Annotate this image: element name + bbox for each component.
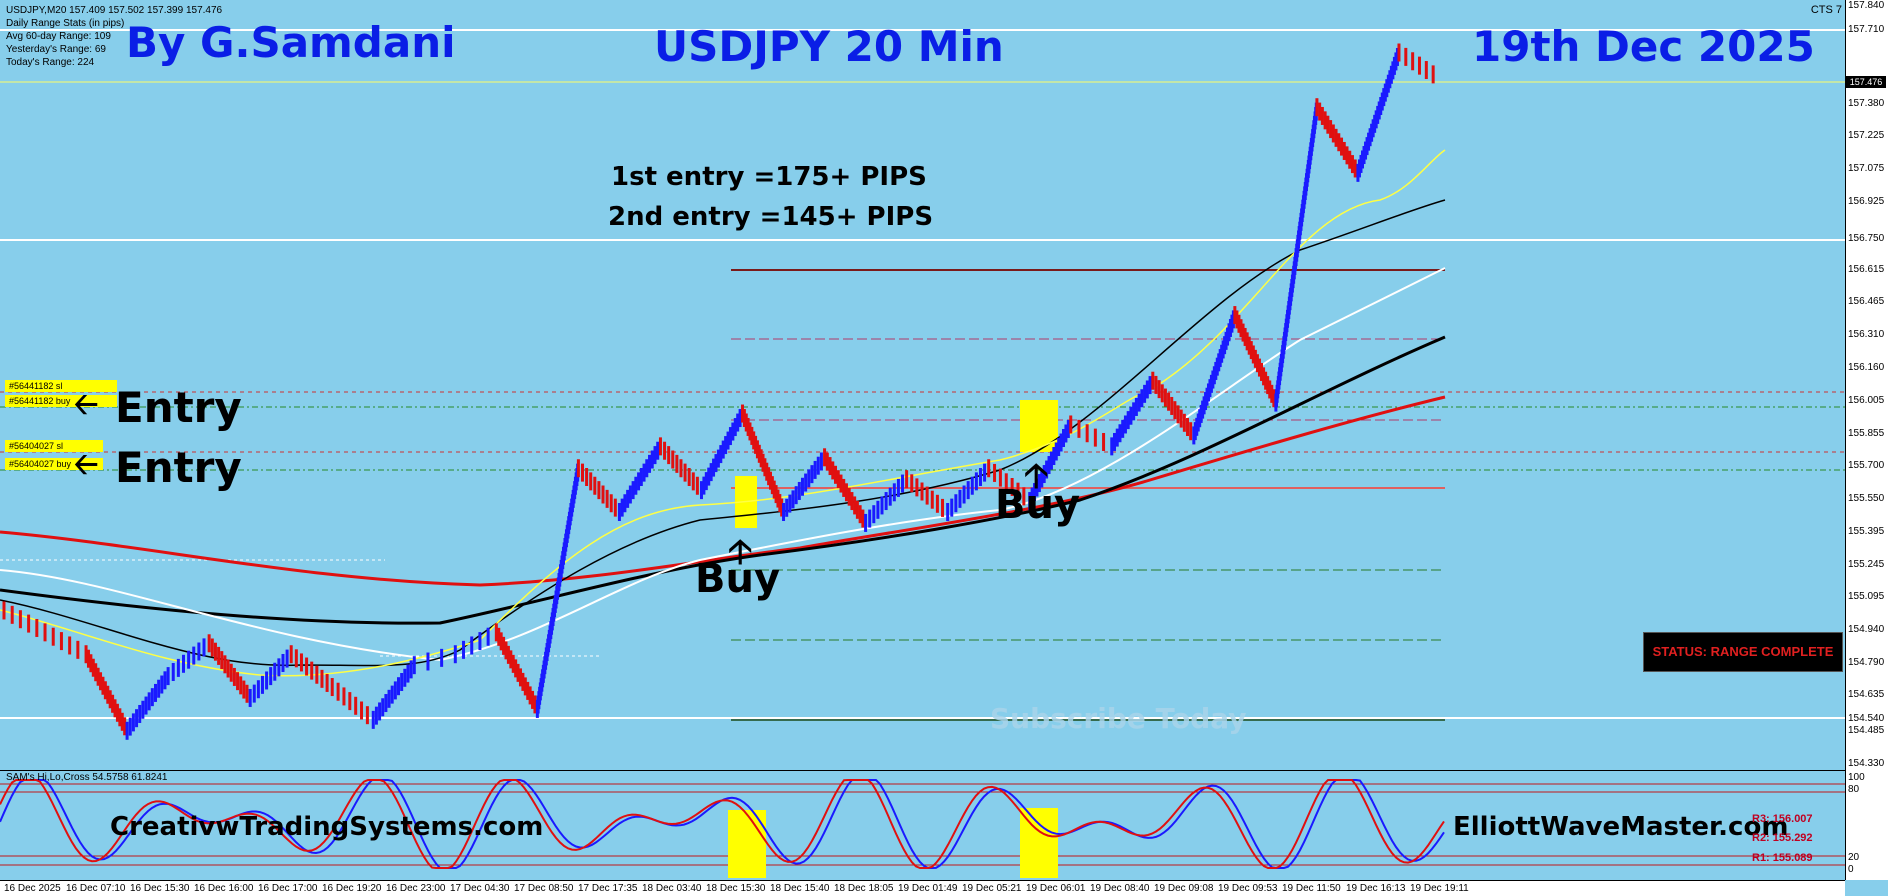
price-tick: 157.075: [1848, 163, 1885, 174]
time-tick: 16 Dec 23:00: [386, 883, 446, 894]
ma-yellow: [0, 149, 1446, 677]
ticket-sl-2[interactable]: #56404027 sl: [5, 440, 103, 452]
time-axis[interactable]: 16 Dec 2025 16 Dec 07:10 16 Dec 15:30 16…: [0, 880, 1845, 896]
price-tick: 156.310: [1848, 329, 1885, 340]
time-tick: 19 Dec 08:40: [1090, 883, 1150, 894]
entry-label-1: Entry: [115, 383, 242, 432]
time-tick: 19 Dec 01:49: [898, 883, 958, 894]
osc-tick: 80: [1848, 784, 1860, 795]
stats-line: Today's Range: 224: [6, 57, 95, 68]
price-tick: 155.700: [1848, 460, 1885, 471]
oscillator-panel[interactable]: [0, 770, 1845, 880]
cts-label: CTS 7: [1810, 4, 1842, 16]
ma-red: [0, 395, 1446, 587]
time-tick: 18 Dec 15:30: [706, 883, 766, 894]
price-tick: 155.855: [1848, 428, 1885, 439]
time-tick: 17 Dec 08:50: [514, 883, 574, 894]
osc-lines: [0, 779, 1445, 869]
price-bars: [2, 43, 1435, 740]
price-tick: 156.160: [1848, 362, 1885, 373]
ticket-sl-1[interactable]: #56441182 sl: [5, 380, 117, 392]
price-tick: 154.540: [1848, 713, 1885, 724]
osc-tick: 20: [1848, 852, 1860, 863]
status-badge: STATUS: RANGE COMPLETE: [1643, 632, 1843, 672]
price-chart[interactable]: [0, 0, 1845, 768]
entry-highlight-2: [1020, 400, 1058, 452]
footer-right[interactable]: ElliottWaveMaster.com: [1453, 812, 1789, 842]
price-tick: 157.840: [1848, 0, 1885, 11]
stats-line: Avg 60-day Range: 109: [6, 31, 111, 42]
osc-title: SAM's Hi,Lo,Cross 54.5758 61.8241: [6, 772, 168, 783]
osc-line-red: [0, 779, 1445, 869]
price-tick: 154.485: [1848, 725, 1885, 736]
ma-white: [0, 267, 1446, 662]
chart-header: USDJPY,M20 157.409 157.502 157.399 157.4…: [6, 5, 223, 16]
left-arrow-icon: 🡠: [74, 448, 99, 481]
price-tick: 155.395: [1848, 526, 1885, 537]
price-tick: 157.710: [1848, 24, 1885, 35]
time-tick: 19 Dec 19:11: [1410, 883, 1469, 894]
entry-label-2: Entry: [115, 443, 242, 492]
ma-black-thin: [0, 199, 1446, 667]
price-tick: 154.635: [1848, 689, 1885, 700]
time-tick: 16 Dec 17:00: [258, 883, 318, 894]
price-tick: 157.225: [1848, 130, 1885, 141]
buy-label-1: Buy: [695, 556, 781, 602]
time-tick: 17 Dec 17:35: [578, 883, 638, 894]
time-tick: 16 Dec 07:10: [66, 883, 126, 894]
author-title: By G.Samdani: [126, 18, 456, 67]
up-arrow-icon: 🡡: [728, 533, 753, 571]
stats-panel: USDJPY,M20 157.409 157.502 157.399 157.4…: [6, 4, 222, 69]
pips-second: 2nd entry =145+ PIPS: [608, 202, 934, 232]
time-tick: 18 Dec 15:40: [770, 883, 830, 894]
price-tick: 155.550: [1848, 493, 1885, 504]
pips-first: 1st entry =175+ PIPS: [611, 162, 927, 192]
up-arrow-icon: 🡡: [1024, 457, 1049, 495]
price-tick: 157.380: [1848, 98, 1885, 109]
watermark: Subscribe Today: [990, 702, 1247, 735]
osc-tick: 0: [1848, 864, 1854, 875]
time-tick: 19 Dec 09:53: [1218, 883, 1278, 894]
price-axis[interactable]: 157.840 157.710 157.380 157.225 157.075 …: [1845, 0, 1888, 880]
price-tick: 156.005: [1848, 395, 1885, 406]
ma-black-thick: [0, 335, 1446, 625]
time-tick: 19 Dec 11:50: [1282, 883, 1341, 894]
time-tick: 18 Dec 18:05: [834, 883, 894, 894]
price-tick: 154.330: [1848, 758, 1885, 769]
time-tick: 19 Dec 16:13: [1346, 883, 1406, 894]
time-tick: 19 Dec 06:01: [1026, 883, 1086, 894]
time-tick: 16 Dec 19:20: [322, 883, 382, 894]
price-tick: 154.940: [1848, 624, 1885, 635]
time-tick: 17 Dec 04:30: [450, 883, 510, 894]
date-title: 19th Dec 2025: [1472, 22, 1815, 71]
price-tick: 156.465: [1848, 296, 1885, 307]
time-tick: 16 Dec 2025: [4, 883, 61, 894]
stats-line: Daily Range Stats (in pips): [6, 18, 125, 29]
pivot-r2: R2: 155.292: [1752, 832, 1813, 844]
osc-tick: 100: [1848, 772, 1865, 783]
chart-title: USDJPY 20 Min: [654, 22, 1004, 71]
time-tick: 19 Dec 05:21: [962, 883, 1022, 894]
time-tick: 16 Dec 16:00: [194, 883, 254, 894]
pivot-r3: R3: 156.007: [1752, 813, 1813, 825]
price-tick: 156.615: [1848, 264, 1885, 275]
footer-left[interactable]: CreativwTradingSystems.com: [110, 812, 544, 842]
price-tick: 154.790: [1848, 657, 1885, 668]
price-tick: 156.925: [1848, 196, 1885, 207]
time-tick: 16 Dec 15:30: [130, 883, 190, 894]
price-tick: 155.095: [1848, 591, 1885, 602]
price-tick: 156.750: [1848, 233, 1885, 244]
current-price-tag: 157.476: [1846, 76, 1886, 88]
stats-line: Yesterday's Range: 69: [6, 44, 106, 55]
ticket-buy-1[interactable]: #56441182 buy: [5, 395, 117, 407]
ticket-buy-2[interactable]: #56404027 buy: [5, 458, 103, 470]
time-tick: 18 Dec 03:40: [642, 883, 702, 894]
price-tick: 155.245: [1848, 559, 1885, 570]
buy-label-2: Buy: [995, 482, 1081, 528]
time-tick: 19 Dec 09:08: [1154, 883, 1214, 894]
left-arrow-icon: 🡠: [74, 388, 99, 421]
pivot-r1: R1: 155.089: [1752, 852, 1813, 864]
